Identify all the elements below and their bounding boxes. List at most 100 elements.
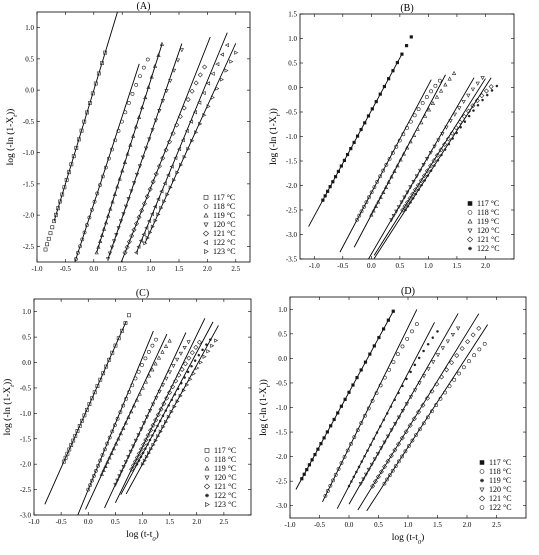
data-point [392, 447, 398, 453]
legend-label: 122 °C [214, 491, 237, 500]
legend-label: 122 °C [477, 244, 500, 253]
data-point [143, 356, 148, 361]
series-3 [353, 70, 457, 248]
data-point [329, 424, 333, 428]
data-point [118, 219, 124, 224]
data-point [140, 462, 145, 467]
data-point [189, 350, 195, 356]
data-point [121, 212, 126, 217]
data-point [145, 57, 150, 62]
data-point [414, 322, 419, 327]
data-point [420, 101, 425, 105]
y-tick-label: 1.5 [288, 11, 297, 19]
data-point [95, 191, 100, 196]
y-tick-label: -3.0 [20, 512, 32, 520]
data-point [386, 179, 391, 184]
data-point [393, 464, 398, 469]
data-point [107, 455, 112, 460]
data-point [205, 343, 208, 346]
data-point [153, 438, 158, 443]
data-point [153, 429, 157, 433]
data-point [431, 336, 435, 340]
data-point [136, 244, 141, 249]
data-point [385, 458, 391, 464]
data-point [425, 415, 430, 420]
data-point [323, 493, 328, 498]
data-point [347, 390, 351, 394]
data-point [90, 478, 94, 483]
data-point [359, 209, 364, 214]
data-point [123, 204, 129, 209]
series-2 [73, 57, 150, 262]
data-point [158, 429, 163, 434]
data-point [147, 218, 152, 224]
data-point [400, 408, 406, 413]
data-point [440, 132, 445, 137]
data-point [409, 370, 412, 374]
data-point [434, 152, 440, 158]
x-tick-label: -1.0 [309, 262, 321, 270]
legend-label: 121 °C [213, 229, 236, 238]
data-point [142, 458, 147, 463]
y-tick-label: -1.5 [23, 180, 35, 188]
data-point [172, 178, 177, 183]
data-point [156, 52, 161, 57]
data-point [438, 396, 443, 401]
data-point [467, 114, 471, 118]
data-point [405, 377, 408, 381]
data-point [120, 328, 124, 333]
y-tick-label: -2.5 [276, 478, 288, 486]
data-point [410, 191, 416, 197]
data-point [386, 318, 390, 322]
data-point [107, 251, 113, 256]
data-point [143, 241, 148, 246]
data-point [125, 151, 130, 156]
data-point [115, 478, 120, 483]
data-point [188, 377, 193, 382]
data-point [129, 409, 134, 414]
data-point [369, 212, 374, 217]
data-point [319, 442, 323, 446]
data-point [148, 427, 154, 433]
data-point [472, 109, 475, 112]
data-point [194, 130, 199, 135]
data-point [302, 472, 306, 476]
data-point [325, 430, 329, 434]
data-point [395, 60, 400, 65]
data-point [138, 446, 144, 452]
data-point [202, 113, 207, 118]
fit-line [366, 324, 489, 512]
data-point [339, 404, 343, 408]
data-point [138, 74, 142, 79]
data-point [126, 239, 132, 245]
data-point [105, 257, 111, 262]
data-point [424, 95, 429, 99]
fit-line [96, 44, 163, 253]
data-point [144, 225, 149, 230]
data-point [418, 168, 423, 173]
data-point [358, 482, 363, 487]
data-point [136, 114, 142, 119]
data-point [131, 403, 137, 408]
data-point [150, 367, 155, 372]
data-point [78, 244, 82, 249]
data-point [385, 412, 389, 415]
data-point [393, 422, 398, 427]
data-point [463, 120, 467, 123]
y-tick-label: 1.0 [22, 308, 31, 316]
data-point [129, 233, 135, 239]
data-point [350, 480, 353, 483]
data-point [404, 44, 409, 48]
legend-marker [480, 478, 484, 483]
data-point [112, 423, 117, 428]
series-7 [143, 43, 239, 246]
legend-label: 118 °C [214, 455, 236, 464]
data-point [382, 464, 388, 470]
data-point [167, 403, 171, 407]
data-point [325, 489, 330, 493]
data-point [357, 213, 362, 218]
legend-marker [478, 495, 486, 502]
data-point [109, 450, 114, 455]
data-point [475, 81, 480, 86]
